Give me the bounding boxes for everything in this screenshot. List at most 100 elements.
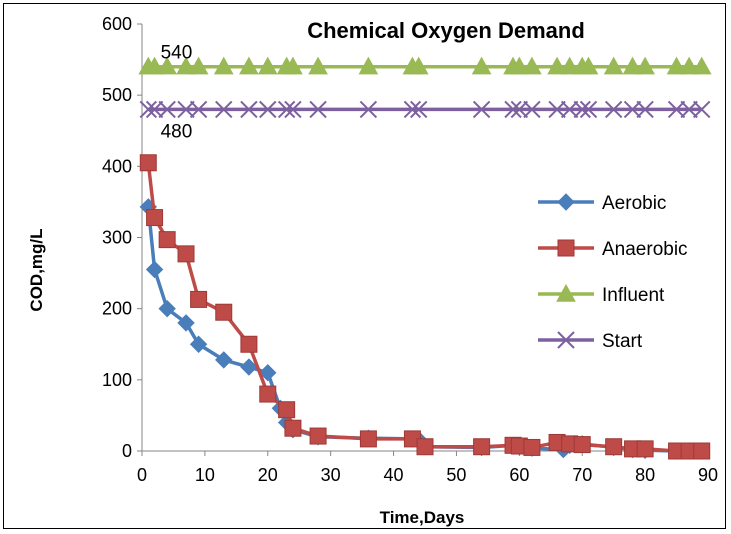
data-point	[667, 100, 686, 119]
data-point	[523, 438, 541, 456]
legend: Aerobic Anaerobic Influent Start	[538, 193, 688, 352]
data-point	[239, 56, 259, 75]
data-point	[548, 100, 566, 119]
data-point	[504, 100, 522, 119]
data-point	[158, 100, 176, 119]
data-point	[359, 100, 378, 119]
data-point	[257, 56, 278, 75]
x-tick-label: 30	[321, 465, 341, 485]
marker-stroke	[667, 100, 686, 119]
x-tick-label: 40	[384, 465, 404, 485]
marker-stroke	[177, 100, 195, 119]
data-point	[157, 56, 178, 75]
x-tick-label: 80	[635, 465, 655, 485]
data-point	[523, 100, 541, 119]
data-point	[573, 100, 591, 119]
y-axis-title: COD,mg/L	[27, 228, 46, 311]
data-point	[693, 100, 711, 119]
data-point	[215, 303, 233, 321]
data-point	[623, 100, 642, 119]
data-point	[359, 430, 377, 448]
legend-item-start: Start	[538, 331, 643, 352]
series-anaerobic	[139, 154, 711, 460]
data-point	[215, 100, 233, 119]
plot-area	[141, 24, 708, 452]
series-influent	[138, 56, 712, 75]
data-point	[509, 56, 530, 75]
legend-marker	[557, 239, 575, 257]
data-point	[278, 401, 296, 419]
y-tick-label: 400	[102, 156, 132, 176]
marker-stroke	[240, 100, 258, 119]
data-point	[309, 427, 327, 445]
marker-stroke	[579, 100, 598, 119]
data-point	[188, 56, 209, 75]
data-point	[472, 100, 491, 119]
data-point	[693, 442, 711, 460]
data-point	[636, 100, 654, 119]
data-point	[510, 100, 529, 119]
marker-stroke	[604, 100, 623, 119]
data-point	[605, 438, 623, 456]
data-point	[547, 56, 567, 75]
data-point	[408, 56, 429, 75]
data-label: 480	[161, 121, 193, 142]
legend-marker	[557, 193, 575, 211]
data-point	[158, 299, 176, 318]
data-point	[578, 56, 599, 75]
data-point	[145, 260, 164, 279]
data-point	[679, 56, 699, 75]
series-start	[139, 100, 711, 119]
marker-stroke	[309, 100, 327, 119]
data-point	[139, 100, 157, 119]
marker-stroke	[139, 100, 157, 119]
x-tick-label: 0	[137, 465, 147, 485]
data-point	[680, 100, 698, 119]
legend-item-anaerobic: Anaerobic	[538, 239, 688, 260]
legend-item-aerobic: Aerobic	[538, 193, 666, 214]
legend-item-influent: Influent	[538, 283, 665, 306]
data-point	[240, 100, 258, 119]
legend-marker	[557, 331, 575, 349]
data-point	[144, 56, 165, 75]
marker-stroke	[573, 100, 591, 119]
marker-stroke	[145, 100, 164, 119]
data-point	[240, 358, 258, 376]
y-tick-label: 200	[102, 299, 132, 319]
data-point	[283, 56, 303, 75]
data-point	[190, 290, 208, 308]
data-point	[277, 100, 296, 119]
data-point	[403, 100, 422, 119]
marker-stroke	[215, 100, 233, 119]
data-point	[579, 100, 598, 119]
data-point	[473, 438, 491, 456]
data-point	[622, 56, 643, 75]
data-point	[177, 100, 195, 119]
marker-stroke	[277, 100, 296, 119]
marker-stroke	[403, 100, 422, 119]
marker-stroke	[472, 100, 491, 119]
data-point	[284, 419, 302, 437]
chart-title: Chemical Oxygen Demand	[307, 18, 585, 43]
x-tick-label: 20	[258, 465, 278, 485]
data-point	[416, 438, 434, 456]
x-tick-label: 10	[195, 465, 215, 485]
x-tick-label: 50	[446, 465, 466, 485]
data-point	[635, 56, 655, 75]
data-point	[559, 56, 580, 75]
data-point	[158, 231, 176, 249]
data-point	[189, 335, 208, 353]
data-point	[177, 245, 195, 263]
data-point	[636, 440, 654, 458]
marker-stroke	[636, 100, 654, 119]
marker-stroke	[504, 100, 522, 119]
marker-stroke	[359, 100, 378, 119]
series-layer	[138, 56, 712, 460]
marker-stroke	[548, 100, 566, 119]
y-tick-label: 0	[122, 441, 132, 461]
annotations: 540 480	[161, 43, 193, 143]
data-point	[213, 56, 234, 75]
marker-stroke	[158, 100, 176, 119]
marker-stroke	[693, 100, 711, 119]
data-point	[604, 100, 623, 119]
